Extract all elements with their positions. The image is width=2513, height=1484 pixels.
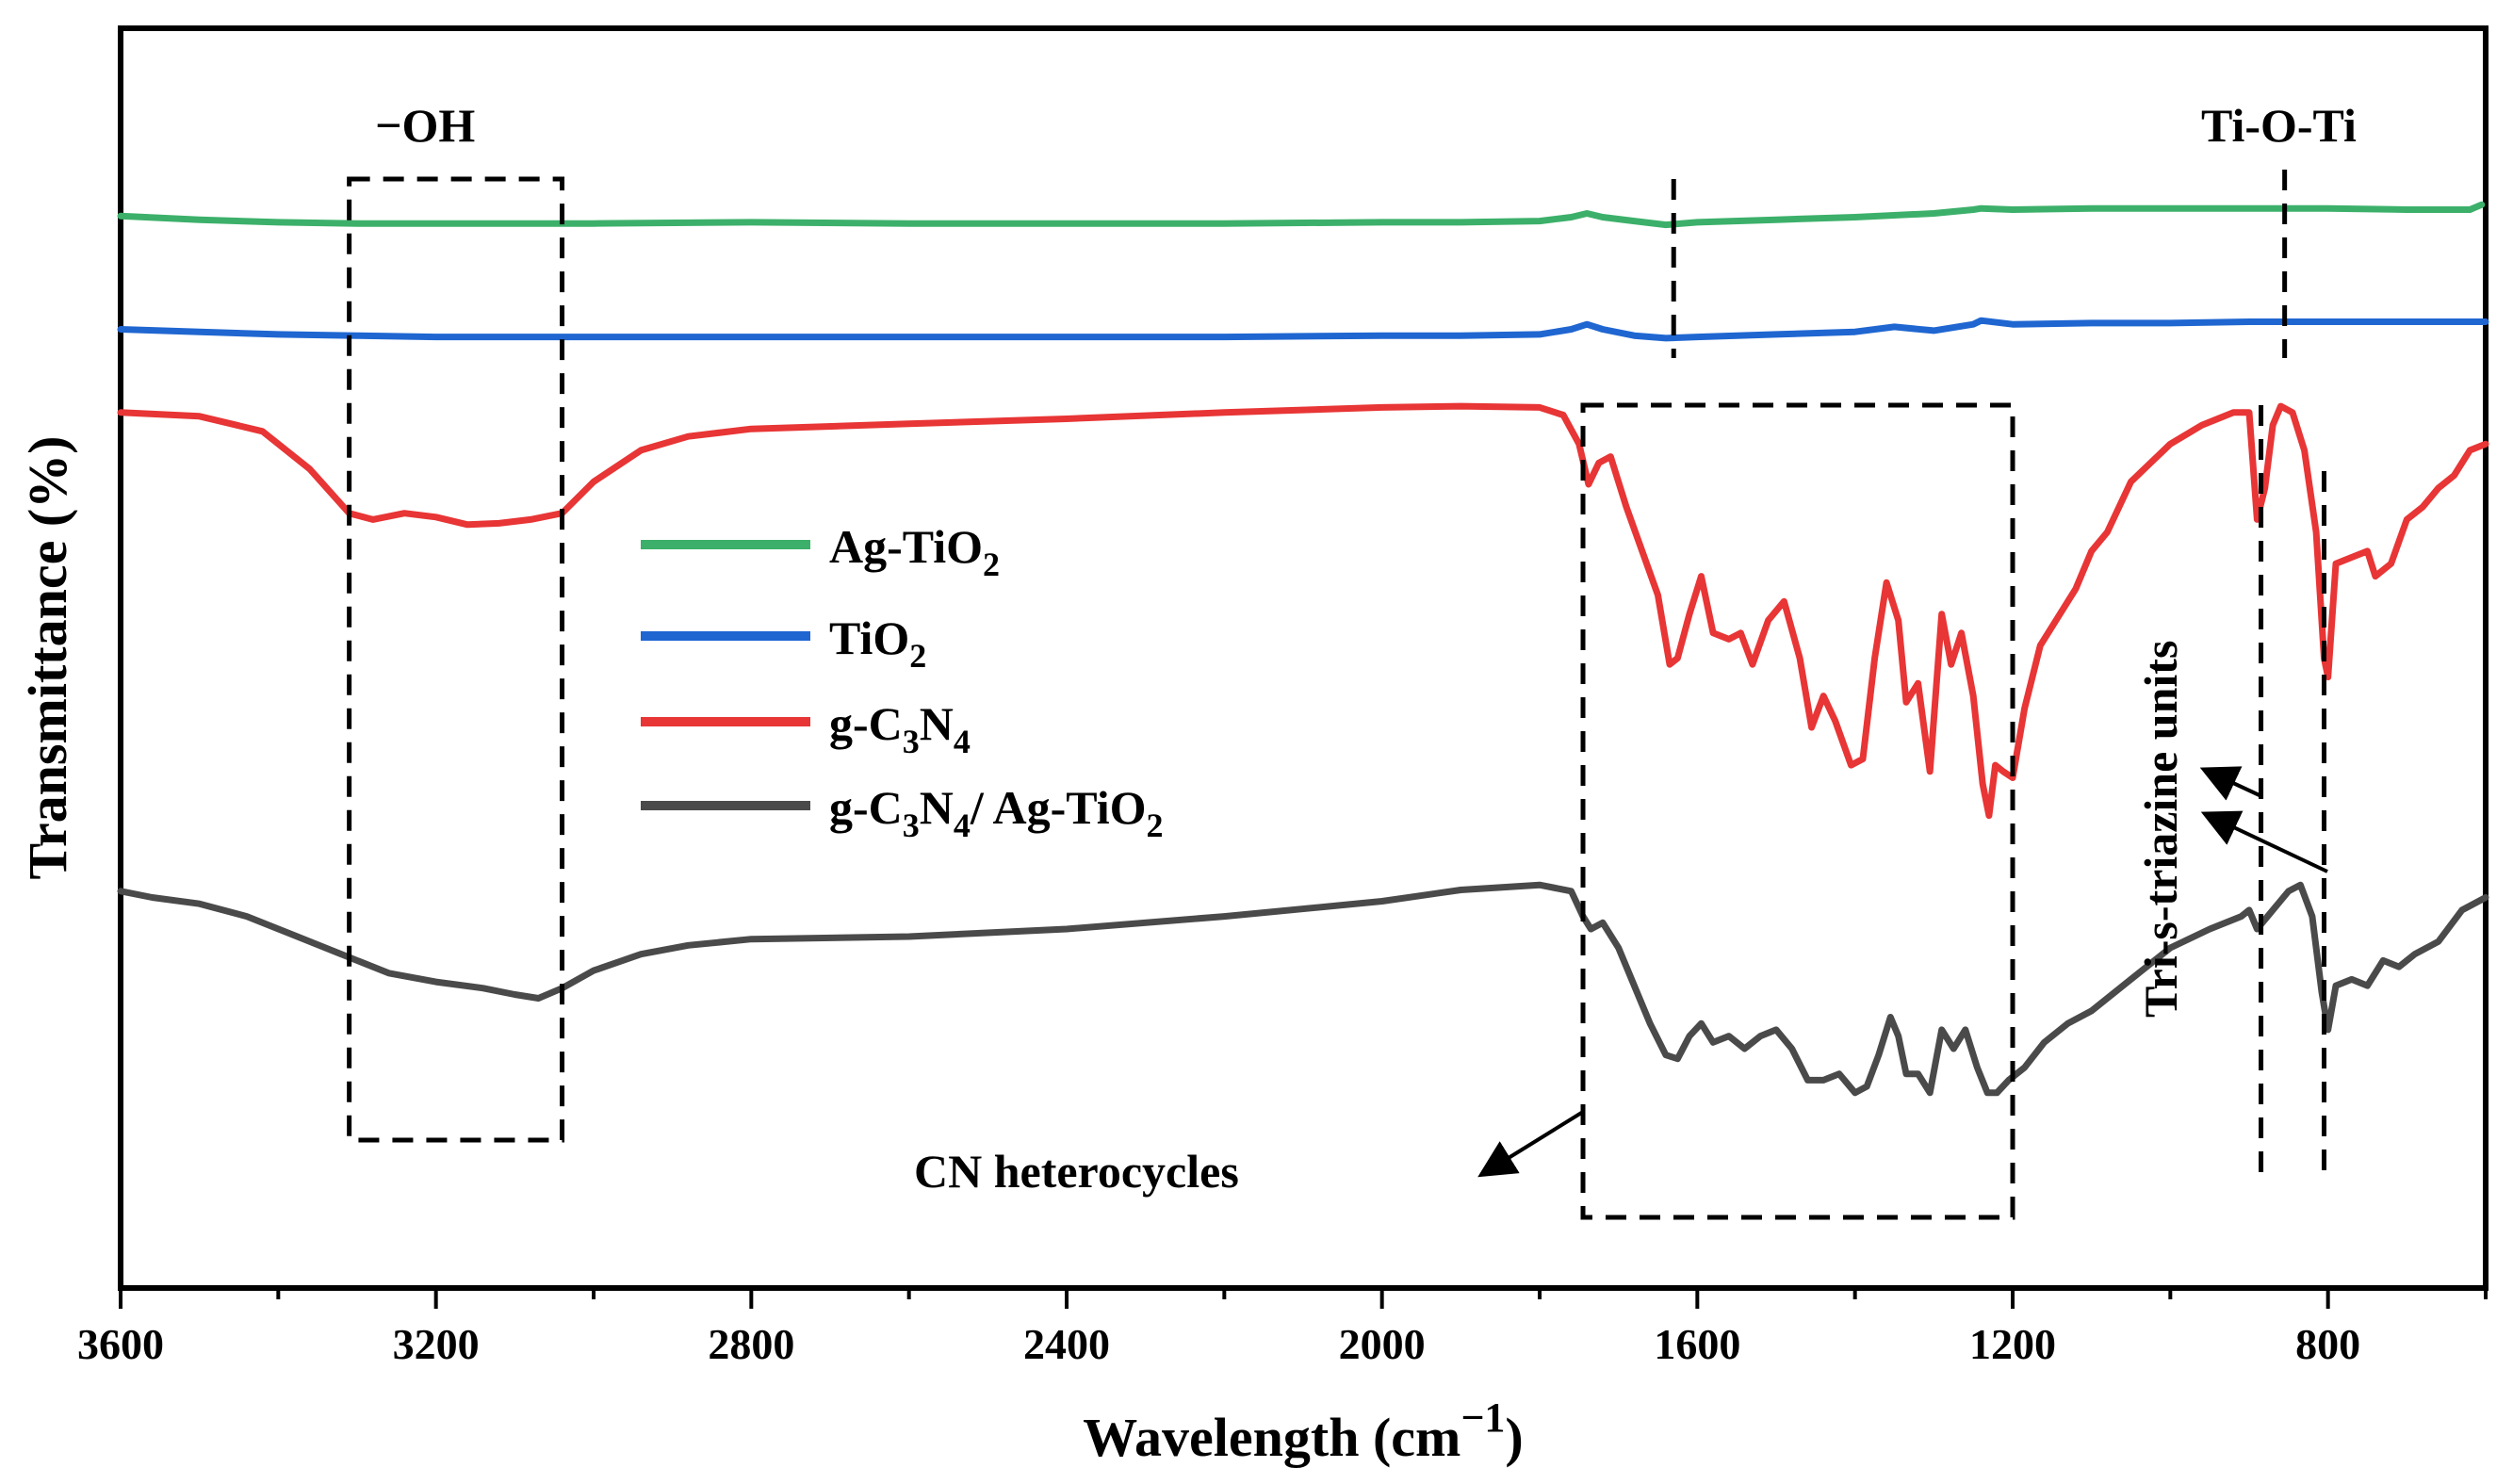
series-line-2 xyxy=(117,402,2489,820)
legend-label-gc3n4-ag-tio2: g-C3N4/ Ag-TiO2 xyxy=(829,781,1164,844)
series-line-1 xyxy=(117,317,2489,342)
legend-label-ag-tio2: Ag-TiO2 xyxy=(829,520,1000,583)
plot-frame xyxy=(118,25,2489,1291)
x-tick-label: 800 xyxy=(2295,1320,2360,1368)
series-lines xyxy=(117,201,2489,1097)
x-tick-label: 1200 xyxy=(1969,1320,2056,1368)
x-tick-label: 2800 xyxy=(708,1320,794,1368)
x-tick-label: 1600 xyxy=(1654,1320,1740,1368)
series-line-3 xyxy=(117,881,2489,1097)
cn-heterocycles-dashed-box xyxy=(1580,402,2015,1220)
x-axis-ticks: 3600 3200 2800 2400 2000 1600 1200 800 xyxy=(77,1288,2488,1368)
annotation-shapes xyxy=(347,170,2328,1220)
annotation-cn-label: CN heterocycles xyxy=(914,1145,1239,1198)
x-tick-label: 2000 xyxy=(1339,1320,1426,1368)
oh-dashed-box xyxy=(347,176,565,1143)
x-axis-label: Wavelength (cm−1) xyxy=(1083,1394,1524,1468)
annotation-triazine-label: Tri-s-triazine units xyxy=(2134,641,2187,1018)
legend-label-tio2: TiO2 xyxy=(829,612,926,675)
legend: Ag-TiO2 TiO2 g-C3N4 g-C3N4/ Ag-TiO2 xyxy=(641,520,1164,844)
x-tick-label: 3200 xyxy=(393,1320,480,1368)
annotation-tioti-label: Ti-O-Ti xyxy=(2201,99,2357,152)
triazine-arrow-1 xyxy=(2200,810,2328,873)
y-axis-label: Transmittance (%) xyxy=(17,436,78,880)
x-tick-label: 2400 xyxy=(1023,1320,1110,1368)
triazine-arrow-2 xyxy=(2199,766,2262,801)
x-tick-label: 3600 xyxy=(77,1320,164,1368)
cn-arrow xyxy=(1477,1110,1585,1178)
series-line-0 xyxy=(117,201,2486,229)
legend-label-gc3n4: g-C3N4 xyxy=(829,697,971,760)
annotation-oh-label: −OH xyxy=(375,99,475,152)
